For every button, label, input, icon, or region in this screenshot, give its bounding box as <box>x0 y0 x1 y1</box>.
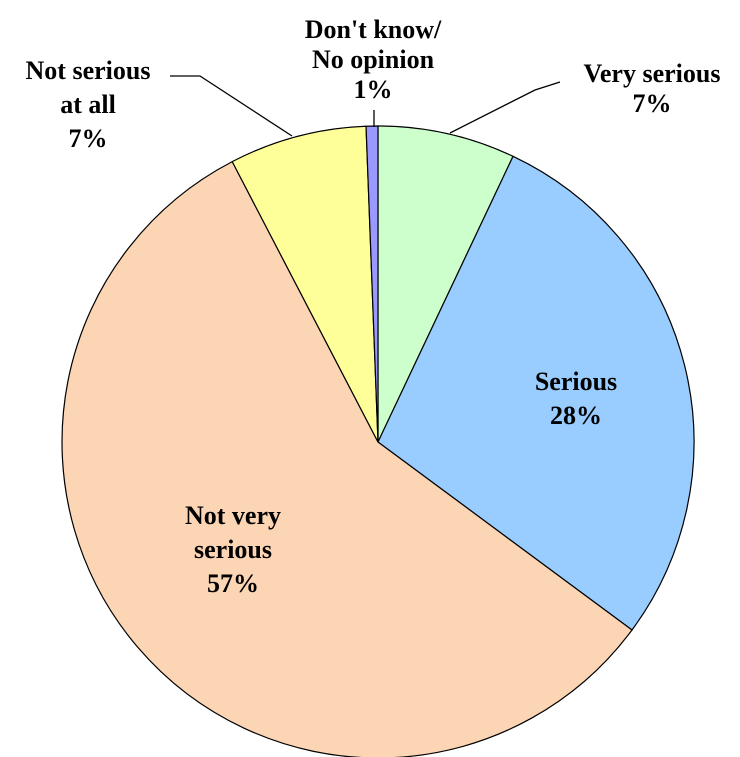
slice-serious <box>377 155 695 631</box>
category-label: Don't know/ <box>305 15 442 44</box>
label-very-serious: Very serious 7% <box>584 59 721 118</box>
slice-not-very-serious <box>61 160 633 757</box>
value-label: 57% <box>207 569 259 598</box>
category-label: serious <box>194 535 272 564</box>
label-not-serious-at-all: Not serious at all 7% <box>26 56 151 153</box>
value-label: 28% <box>550 401 602 430</box>
leader-line-very-serious <box>449 81 561 134</box>
category-label: Serious <box>535 367 617 396</box>
value-label: 7% <box>633 89 672 118</box>
pie-slices <box>61 125 695 757</box>
label-not-very-serious: Not very serious 57% <box>185 501 281 598</box>
slice-not-serious-at-all <box>231 125 379 443</box>
label-don-t-know-no-opinion: Don't know/No opinion 1% <box>305 15 442 104</box>
slice-don-t-know-no-opinion <box>365 125 379 443</box>
slice-very-serious <box>377 125 514 443</box>
value-label: 1% <box>354 75 393 104</box>
slice-labels: Very serious 7%Serious 28%Not very serious 5… <box>26 15 721 598</box>
leader-lines <box>170 75 561 137</box>
leader-line-not-serious-at-all <box>170 75 293 137</box>
value-label: 7% <box>69 124 108 153</box>
label-serious: Serious 28% <box>535 367 617 430</box>
category-label: Not very <box>185 501 281 530</box>
category-label: No opinion <box>312 45 435 74</box>
category-label: at all <box>60 90 116 119</box>
category-label: Very serious <box>584 59 721 88</box>
category-label: Not serious <box>26 56 151 85</box>
